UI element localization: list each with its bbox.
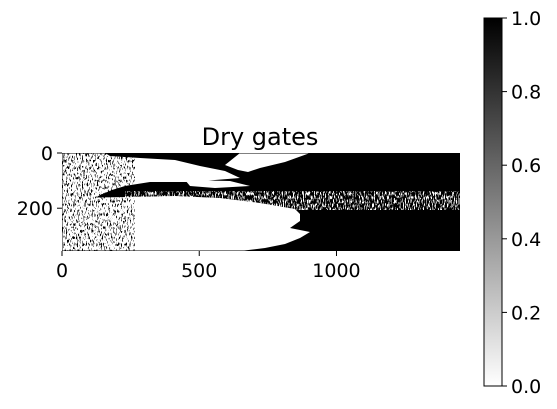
x-tick-label: 0	[56, 260, 68, 282]
heatmap-image	[62, 153, 460, 251]
colorbar-tick-label: 0.8	[511, 82, 541, 104]
colorbar-tick-label: 0.6	[511, 155, 541, 177]
heatmap-region-low-top	[225, 153, 310, 172]
x-tick-label: 500	[181, 260, 217, 282]
heatmap-streak	[125, 191, 460, 210]
heatmap-region-low-mid	[185, 180, 250, 188]
chart-title: Dry gates	[202, 123, 319, 151]
x-axis: 0 500 1000	[56, 251, 361, 282]
colorbar-tick-label: 1.0	[511, 8, 541, 30]
colorbar-tick-label: 0.0	[511, 376, 541, 398]
y-tick-label: 0	[41, 143, 53, 165]
colorbar-tick-label: 0.4	[511, 229, 541, 251]
x-tick-label: 1000	[312, 260, 360, 282]
y-axis: 0 200	[17, 143, 62, 220]
heatmap-speckle-left	[62, 153, 135, 251]
colorbar	[483, 17, 503, 387]
colorbar-axis: 0.0 0.2 0.4 0.6 0.8 1.0	[502, 8, 541, 398]
colorbar-tick-label: 0.2	[511, 302, 541, 324]
y-tick-label: 200	[17, 198, 53, 220]
